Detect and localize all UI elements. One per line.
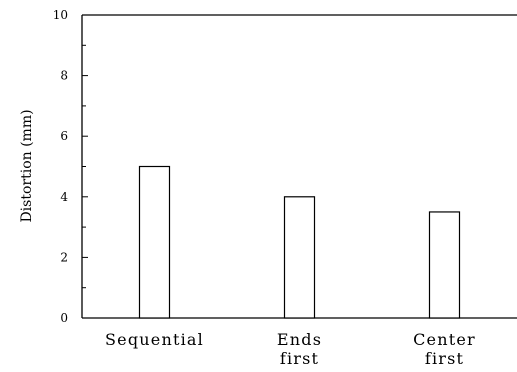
x-category-label-0: Sequential: [105, 330, 204, 349]
bar-0: [138, 165, 171, 319]
y-tick-label-10: 10: [53, 8, 68, 22]
y-tick-label-2: 2: [60, 250, 68, 264]
y-tick-label-6: 6: [60, 129, 68, 143]
bars: [138, 165, 461, 319]
y-tick-label-8: 8: [60, 69, 68, 83]
x-category-label-1: Ends first: [277, 330, 322, 368]
y-axis-title: Distortion (mm): [19, 109, 35, 222]
y-axis-ticks: 0 2 4 6 8 10: [53, 8, 88, 325]
y-tick-label-4: 4: [60, 190, 68, 204]
x-category-label-line: first: [280, 349, 319, 368]
x-category-label-line: Center: [413, 330, 476, 349]
bar-2: [428, 211, 461, 319]
bar-1: [283, 196, 316, 319]
x-category-label-2: Center first: [413, 330, 476, 368]
x-category-label-line: Sequential: [105, 330, 204, 349]
y-tick-label-0: 0: [60, 311, 68, 325]
x-category-label-line: Ends: [277, 330, 322, 349]
x-category-label-line: first: [425, 349, 464, 368]
